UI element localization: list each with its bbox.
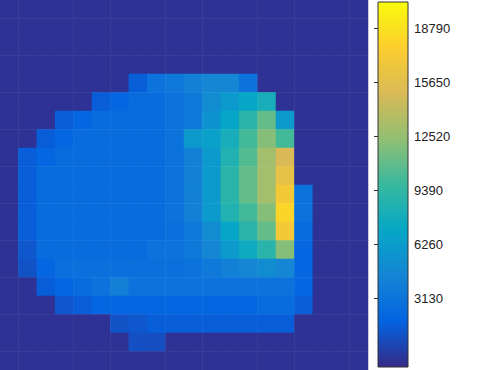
svg-text:6260: 6260 bbox=[414, 237, 443, 252]
svg-text:18790: 18790 bbox=[414, 21, 450, 36]
svg-text:15650: 15650 bbox=[414, 75, 450, 90]
svg-text:3130: 3130 bbox=[414, 291, 443, 306]
svg-text:12520: 12520 bbox=[414, 129, 450, 144]
svg-text:9390: 9390 bbox=[414, 183, 443, 198]
